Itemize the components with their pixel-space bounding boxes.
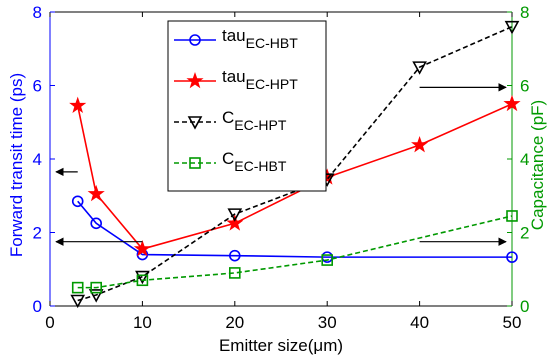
legend-label-main: tau (222, 26, 246, 45)
x-tick-label: 50 (503, 313, 522, 332)
series-line (77, 25, 513, 302)
x-axis-label: Emitter size(μm) (219, 336, 343, 355)
legend-label-sub: EC-HPT (246, 76, 299, 92)
y-left-tick-label: 2 (33, 224, 42, 243)
y-axis-label-left: Forward transit time (ps) (7, 73, 26, 257)
y-axis-label-right: Capacitance (pF) (528, 100, 547, 230)
x-tick-label: 20 (225, 313, 244, 332)
data-point (321, 254, 334, 266)
legend-label-sub: EC-HBT (246, 35, 299, 51)
legend-label: CEC-HPT (222, 108, 287, 133)
data-point (69, 96, 87, 114)
data-point (70, 294, 86, 309)
data-point (88, 289, 104, 303)
data-point (90, 217, 102, 230)
legend-label-main: C (222, 108, 234, 127)
series-group (69, 20, 521, 309)
legend-entry: tauEC-HBT (174, 26, 298, 51)
data-point (411, 136, 429, 153)
data-point (136, 274, 149, 287)
data-point (506, 251, 518, 263)
legend-label-main: tau (222, 67, 246, 86)
legend-marker (186, 71, 204, 89)
data-point (503, 94, 521, 112)
data-point (87, 184, 105, 202)
data-point (71, 281, 84, 294)
y-left-tick-label: 6 (33, 77, 42, 96)
series-c-ec-hpt (70, 20, 520, 309)
series-line (77, 215, 513, 289)
legend-label-sub: EC-HBT (234, 158, 287, 174)
data-point (90, 281, 102, 294)
legend-entry: CEC-HPT (174, 108, 287, 133)
legend-marker (189, 34, 201, 46)
y-right-tick-label: 8 (520, 3, 529, 22)
data-point (135, 270, 150, 285)
data-point (227, 208, 243, 222)
y-right-tick-label: 2 (520, 224, 529, 243)
legend-entry: CEC-HBT (174, 149, 287, 174)
legend-label: tauEC-HPT (222, 67, 298, 92)
y-left-tick-label: 8 (33, 3, 42, 22)
legend-label-sub: EC-HPT (234, 117, 287, 133)
data-point (229, 249, 241, 262)
series-c-ec-hbt (71, 210, 518, 294)
data-point (226, 214, 244, 231)
legend-label: tauEC-HBT (222, 26, 298, 51)
x-tick-label: 30 (318, 313, 337, 332)
data-point (133, 240, 151, 257)
data-point (229, 267, 241, 279)
legend-marker (189, 157, 201, 169)
legend-marker (187, 116, 203, 130)
data-point (504, 20, 520, 35)
x-tick-label: 0 (45, 313, 54, 332)
x-tick-label: 40 (410, 313, 429, 332)
data-point (506, 210, 518, 222)
y-left-tick-label: 0 (33, 297, 42, 316)
data-point (71, 195, 84, 208)
series-tau-ec-hpt (69, 94, 521, 257)
legend-entry: tauEC-HPT (174, 67, 298, 92)
y-right-tick-label: 6 (520, 77, 529, 96)
legend-label-main: C (222, 149, 234, 168)
y-right-tick-label: 0 (520, 297, 529, 316)
annotations (55, 83, 507, 246)
y-right-tick-label: 4 (520, 150, 529, 169)
legend-label: CEC-HBT (222, 149, 287, 174)
data-point (412, 61, 427, 75)
x-tick-label: 10 (133, 313, 152, 332)
y-left-tick-label: 4 (33, 150, 42, 169)
